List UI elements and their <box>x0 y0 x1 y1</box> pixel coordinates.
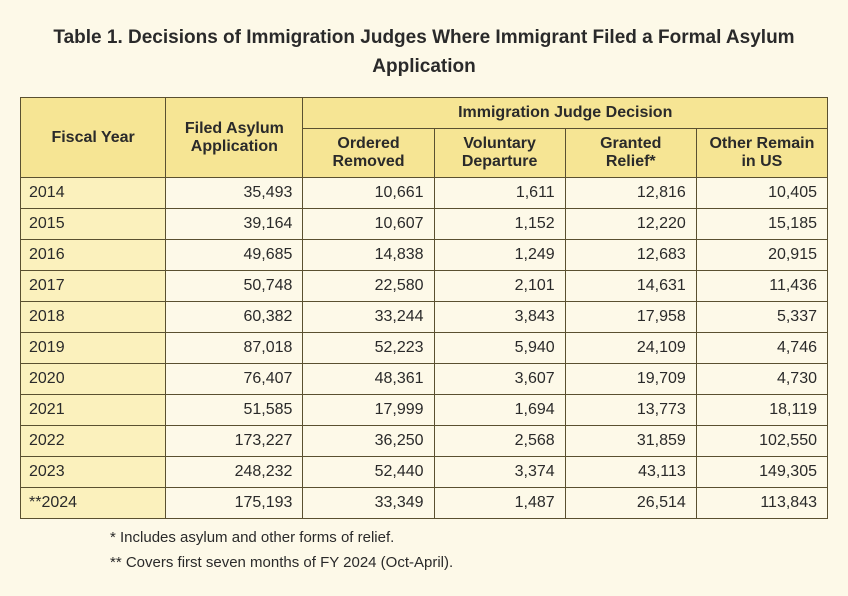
cell-filed: 175,193 <box>166 488 303 519</box>
cell-filed: 173,227 <box>166 426 303 457</box>
cell-ordered-removed: 52,440 <box>303 457 434 488</box>
cell-voluntary-departure: 1,487 <box>434 488 565 519</box>
cell-year: 2023 <box>21 457 166 488</box>
cell-filed: 60,382 <box>166 302 303 333</box>
table-body: 201435,49310,6611,61112,81610,405201539,… <box>21 178 828 519</box>
cell-filed: 76,407 <box>166 364 303 395</box>
col-fiscal-year: Fiscal Year <box>21 98 166 178</box>
footnote: ** Covers first seven months of FY 2024 … <box>110 552 828 575</box>
table-container: Table 1. Decisions of Immigration Judges… <box>20 24 828 574</box>
cell-filed: 248,232 <box>166 457 303 488</box>
cell-ordered-removed: 48,361 <box>303 364 434 395</box>
table-row: 2022173,22736,2502,56831,859102,550 <box>21 426 828 457</box>
cell-filed: 49,685 <box>166 240 303 271</box>
cell-voluntary-departure: 1,611 <box>434 178 565 209</box>
cell-year: 2018 <box>21 302 166 333</box>
cell-granted-relief: 43,113 <box>565 457 696 488</box>
table-row: 202151,58517,9991,69413,77318,119 <box>21 395 828 426</box>
table-title: Table 1. Decisions of Immigration Judges… <box>20 24 828 81</box>
cell-other-remain: 18,119 <box>696 395 827 426</box>
cell-filed: 35,493 <box>166 178 303 209</box>
cell-other-remain: 4,730 <box>696 364 827 395</box>
cell-year: 2021 <box>21 395 166 426</box>
cell-voluntary-departure: 3,374 <box>434 457 565 488</box>
cell-other-remain: 20,915 <box>696 240 827 271</box>
cell-other-remain: 4,746 <box>696 333 827 364</box>
cell-year: 2014 <box>21 178 166 209</box>
table-head: Fiscal Year Filed Asylum Application Imm… <box>21 98 828 178</box>
cell-granted-relief: 17,958 <box>565 302 696 333</box>
table-row: 201649,68514,8381,24912,68320,915 <box>21 240 828 271</box>
cell-granted-relief: 12,816 <box>565 178 696 209</box>
cell-voluntary-departure: 5,940 <box>434 333 565 364</box>
decisions-table: Fiscal Year Filed Asylum Application Imm… <box>20 97 828 519</box>
cell-filed: 87,018 <box>166 333 303 364</box>
cell-year: 2017 <box>21 271 166 302</box>
cell-granted-relief: 19,709 <box>565 364 696 395</box>
cell-other-remain: 102,550 <box>696 426 827 457</box>
table-row: 201750,74822,5802,10114,63111,436 <box>21 271 828 302</box>
table-row: 2023248,23252,4403,37443,113149,305 <box>21 457 828 488</box>
cell-year: 2019 <box>21 333 166 364</box>
cell-ordered-removed: 10,661 <box>303 178 434 209</box>
cell-voluntary-departure: 2,568 <box>434 426 565 457</box>
cell-voluntary-departure: 2,101 <box>434 271 565 302</box>
cell-filed: 50,748 <box>166 271 303 302</box>
cell-other-remain: 10,405 <box>696 178 827 209</box>
cell-granted-relief: 26,514 <box>565 488 696 519</box>
cell-voluntary-departure: 1,152 <box>434 209 565 240</box>
cell-filed: 51,585 <box>166 395 303 426</box>
cell-other-remain: 11,436 <box>696 271 827 302</box>
table-row: 201860,38233,2443,84317,9585,337 <box>21 302 828 333</box>
table-row: **2024175,19333,3491,48726,514113,843 <box>21 488 828 519</box>
cell-voluntary-departure: 3,607 <box>434 364 565 395</box>
cell-ordered-removed: 17,999 <box>303 395 434 426</box>
cell-granted-relief: 13,773 <box>565 395 696 426</box>
table-row: 202076,40748,3613,60719,7094,730 <box>21 364 828 395</box>
cell-ordered-removed: 14,838 <box>303 240 434 271</box>
col-other-remain: Other Remain in US <box>696 129 827 178</box>
cell-year: 2022 <box>21 426 166 457</box>
cell-other-remain: 15,185 <box>696 209 827 240</box>
cell-ordered-removed: 33,349 <box>303 488 434 519</box>
cell-year: 2015 <box>21 209 166 240</box>
cell-other-remain: 113,843 <box>696 488 827 519</box>
cell-year: **2024 <box>21 488 166 519</box>
table-row: 201987,01852,2235,94024,1094,746 <box>21 333 828 364</box>
header-row-1: Fiscal Year Filed Asylum Application Imm… <box>21 98 828 129</box>
cell-voluntary-departure: 1,694 <box>434 395 565 426</box>
footnote: * Includes asylum and other forms of rel… <box>110 527 828 550</box>
cell-ordered-removed: 36,250 <box>303 426 434 457</box>
cell-year: 2016 <box>21 240 166 271</box>
cell-granted-relief: 31,859 <box>565 426 696 457</box>
cell-ordered-removed: 22,580 <box>303 271 434 302</box>
table-row: 201539,16410,6071,15212,22015,185 <box>21 209 828 240</box>
col-voluntary-departure: Voluntary Departure <box>434 129 565 178</box>
cell-granted-relief: 24,109 <box>565 333 696 364</box>
cell-ordered-removed: 33,244 <box>303 302 434 333</box>
cell-year: 2020 <box>21 364 166 395</box>
col-ordered-removed: Ordered Removed <box>303 129 434 178</box>
cell-other-remain: 149,305 <box>696 457 827 488</box>
cell-ordered-removed: 52,223 <box>303 333 434 364</box>
cell-voluntary-departure: 1,249 <box>434 240 565 271</box>
cell-granted-relief: 14,631 <box>565 271 696 302</box>
col-group-decision: Immigration Judge Decision <box>303 98 828 129</box>
cell-other-remain: 5,337 <box>696 302 827 333</box>
table-row: 201435,49310,6611,61112,81610,405 <box>21 178 828 209</box>
cell-filed: 39,164 <box>166 209 303 240</box>
col-granted-relief: Granted Relief* <box>565 129 696 178</box>
cell-granted-relief: 12,683 <box>565 240 696 271</box>
col-filed: Filed Asylum Application <box>166 98 303 178</box>
cell-voluntary-departure: 3,843 <box>434 302 565 333</box>
cell-ordered-removed: 10,607 <box>303 209 434 240</box>
cell-granted-relief: 12,220 <box>565 209 696 240</box>
